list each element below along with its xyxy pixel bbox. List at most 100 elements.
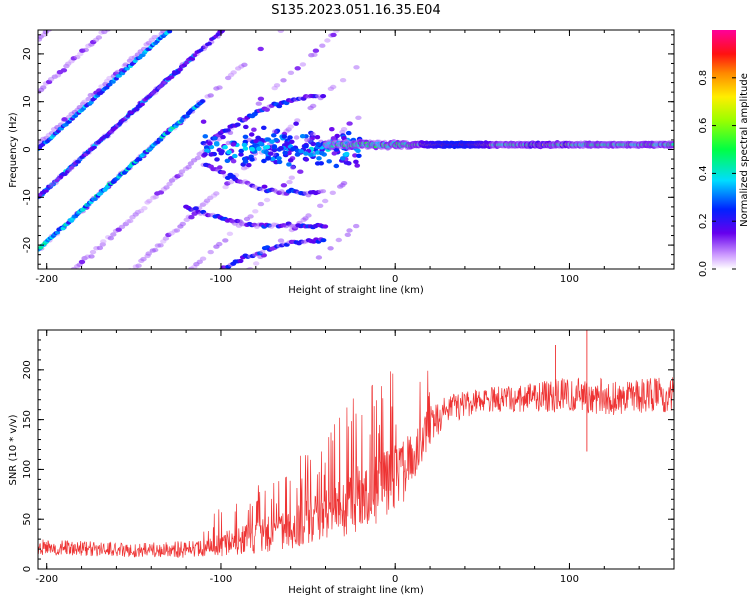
y-tick-label: 20 bbox=[22, 48, 33, 61]
y-tick-label: 200 bbox=[22, 360, 33, 379]
spectrogram-cell bbox=[92, 197, 98, 202]
spectrogram-cell bbox=[157, 190, 165, 195]
spectrogram-cell bbox=[196, 259, 203, 264]
snr-plot-area bbox=[38, 330, 674, 559]
snr-panel: -200 -100 0 100 0 50 100 150 200 Height of strai… bbox=[8, 329, 675, 596]
spectrogram-cell bbox=[333, 30, 340, 33]
spectrogram-cell bbox=[256, 146, 262, 151]
spectrogram-cell bbox=[287, 124, 294, 129]
spectrogram-cell bbox=[230, 142, 237, 147]
y-tick-label: -20 bbox=[22, 237, 33, 253]
y-tick-label: 50 bbox=[22, 513, 33, 526]
spectrogram-cell bbox=[207, 141, 213, 146]
spectrogram-cell bbox=[220, 134, 226, 140]
spectrogram-cell bbox=[344, 232, 351, 237]
spectrogram-cell bbox=[319, 151, 325, 156]
spectrogram-cell bbox=[199, 256, 207, 261]
y-tick-label: -10 bbox=[22, 189, 33, 205]
spectrogram-cell bbox=[127, 218, 134, 224]
spectrogram-cell bbox=[269, 156, 276, 162]
spectrogram-cell bbox=[172, 25, 177, 29]
spectrogram-cell bbox=[356, 153, 362, 158]
spectrogram-cell bbox=[152, 194, 159, 200]
spectrogram-cell bbox=[92, 145, 97, 150]
spectrogram-cell bbox=[263, 197, 271, 203]
spectrogram-cell bbox=[146, 198, 153, 204]
spectrogram-cell bbox=[252, 209, 259, 214]
spectrogram-cell bbox=[216, 241, 223, 247]
spectrogram-cell bbox=[281, 134, 288, 139]
spectrogram-cell bbox=[113, 126, 118, 130]
spectrogram-cell bbox=[255, 101, 262, 106]
spectrogram-cell bbox=[339, 78, 347, 83]
spectrogram-cell bbox=[226, 149, 232, 155]
spectrogram-cell bbox=[222, 184, 229, 190]
spectrogram-cell bbox=[261, 125, 267, 130]
spectrogram-cell bbox=[330, 84, 337, 90]
spectrogram-cell bbox=[255, 135, 261, 140]
spectrogram-cell bbox=[353, 223, 360, 229]
spectrogram-cell bbox=[173, 228, 181, 233]
spectrogram-cell bbox=[294, 118, 301, 123]
spectrogram-cell bbox=[353, 159, 359, 164]
spectrogram-cell bbox=[241, 271, 247, 275]
spectrogram-cell bbox=[212, 136, 218, 141]
spectrogram-cell bbox=[140, 256, 147, 262]
spectrogram-cell bbox=[335, 237, 342, 243]
spectrogram-cell bbox=[203, 145, 210, 150]
spectrogram-cell bbox=[208, 152, 214, 157]
spectrogram-cell bbox=[324, 38, 331, 43]
spectrogram-cell bbox=[60, 68, 68, 73]
spectrogram-cell bbox=[310, 131, 316, 137]
spectrogram-cell bbox=[312, 48, 320, 53]
spectrogram-cell bbox=[216, 85, 223, 90]
spectrogram-cell bbox=[69, 166, 74, 170]
spectrogram-cell bbox=[101, 30, 108, 35]
spectrogram-cell bbox=[125, 114, 131, 118]
spectrogram-cell bbox=[671, 142, 674, 146]
spectrogram-cell bbox=[329, 190, 336, 195]
spectrogram-cell bbox=[54, 230, 61, 235]
spectrogram-cell bbox=[320, 238, 327, 243]
spectrogram-cell bbox=[320, 94, 327, 99]
spectrogram-cell bbox=[145, 251, 152, 256]
spectrogram-cell bbox=[287, 158, 294, 163]
spectrogram-cell bbox=[213, 141, 220, 146]
spectrogram-cell bbox=[294, 152, 301, 157]
spectrogram-cell bbox=[224, 26, 229, 30]
spectrogram-cell bbox=[75, 159, 81, 164]
spectrogram-cell bbox=[88, 254, 95, 259]
spectrogram-cell bbox=[303, 157, 310, 162]
spectrogram-cell bbox=[190, 57, 196, 61]
spectrogram-cell bbox=[159, 83, 164, 88]
spectrogram-cell bbox=[167, 30, 173, 34]
spectrogram-cell bbox=[246, 137, 252, 143]
spectrogram-cell bbox=[339, 25, 345, 29]
spectrogram-cell bbox=[303, 144, 309, 149]
spectrogram-cell bbox=[267, 151, 274, 156]
spectrogram-cell bbox=[284, 141, 291, 146]
spectrogram-cell bbox=[204, 148, 210, 153]
spectrogram-cell bbox=[257, 46, 264, 52]
spectrogram-cell bbox=[261, 184, 268, 189]
spectrogram-cell bbox=[163, 80, 168, 85]
colorbar-tick-label: 0.8 bbox=[698, 70, 709, 86]
spectrogram-cell bbox=[85, 96, 92, 102]
spectrogram-cell bbox=[165, 24, 171, 28]
spectrogram-cell bbox=[242, 146, 249, 151]
spectrogram-cell bbox=[257, 201, 265, 207]
y-tick-label: 10 bbox=[22, 95, 33, 108]
spectrogram-cell bbox=[185, 270, 191, 274]
spectrogram-cell bbox=[44, 189, 49, 193]
spectrogram-cell bbox=[305, 213, 312, 218]
spectrogram-cell bbox=[340, 127, 348, 132]
spectrogram-cell bbox=[202, 134, 209, 139]
spectrogram-cell bbox=[310, 103, 317, 109]
spectrogram-cell bbox=[200, 119, 207, 124]
spectrogram-cell bbox=[264, 107, 270, 112]
spectrogram-cell bbox=[187, 161, 195, 166]
spectrogram-cell bbox=[287, 135, 293, 140]
spectrogram-cell bbox=[219, 149, 225, 154]
